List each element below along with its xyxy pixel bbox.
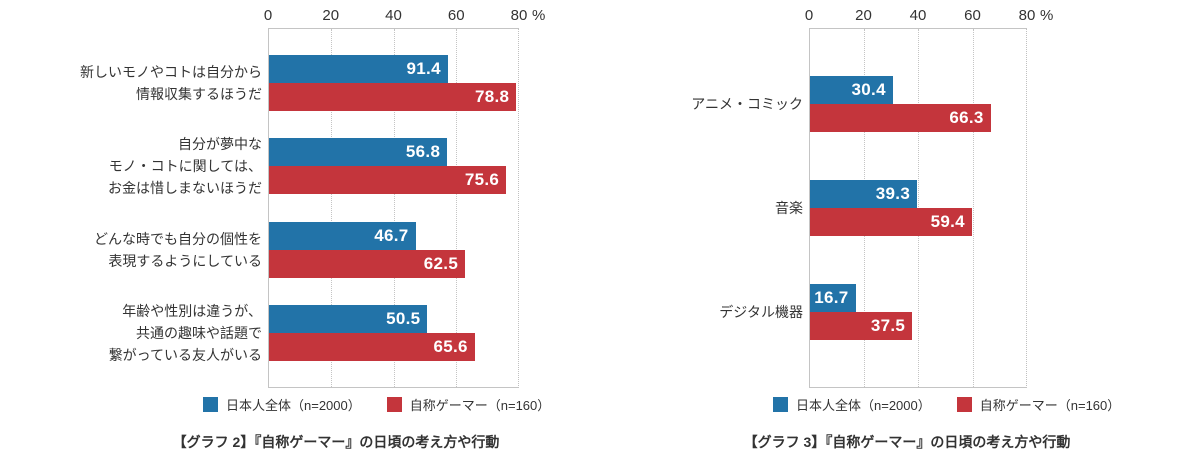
self-gamer-bar: 75.6 <box>269 166 507 195</box>
category-label-line: お金は惜しまないほうだ <box>108 180 262 197</box>
bar-value-label: 50.5 <box>386 308 421 328</box>
bar-value-label: 37.5 <box>870 316 906 335</box>
axis-unit-label: % <box>532 7 546 24</box>
gridline <box>393 29 395 387</box>
category-label-line: 表現するようにしている <box>108 252 262 269</box>
legend-label: 日本人全体（n=2000） <box>796 398 931 413</box>
japan-total-bar: 30.4 <box>810 76 893 104</box>
self-gamer-bar: 65.6 <box>269 332 475 361</box>
bar-value-label: 78.8 <box>474 87 510 107</box>
bar-value-label: 46.7 <box>374 225 409 245</box>
category-label-line: 共通の趣味や話題で <box>136 324 262 341</box>
bar-value-label: 56.8 <box>405 142 441 162</box>
bar-value-label: 62.5 <box>423 253 459 273</box>
gridline <box>972 29 974 387</box>
category-label-line: デジタル機器 <box>719 304 803 320</box>
self-gamer-bar: 78.8 <box>269 83 517 112</box>
axis-unit-label: % <box>1040 7 1054 24</box>
category-label-line: 自分が夢中な <box>178 136 262 153</box>
chart-caption: 【グラフ 2】『自称ゲーマー』の日頃の考え方や行動 <box>172 434 500 450</box>
bar-value-label: 65.6 <box>433 336 468 356</box>
gridline <box>330 29 332 387</box>
bar-value-label: 91.4 <box>406 59 441 79</box>
axis-tick-label: 0 <box>804 7 814 24</box>
axis-tick-label: 60 <box>447 7 465 24</box>
japan-total-bar: 91.4 <box>269 55 448 84</box>
axis-tick-label: 80 <box>1018 7 1036 24</box>
bar-value-label: 75.6 <box>464 170 500 190</box>
self-gamer-bar: 37.5 <box>810 312 913 340</box>
self-gamer-legend-swatch-icon <box>956 397 972 412</box>
gridline <box>456 29 458 387</box>
axis-tick-label: 20 <box>855 7 872 24</box>
bar-value-label: 59.4 <box>930 212 965 231</box>
legend-item: 日本人全体（n=2000） <box>773 395 931 414</box>
legend-label: 自称ゲーマー（n=160） <box>979 398 1121 413</box>
self-gamer-bar: 59.4 <box>810 208 972 236</box>
category-label: 新しいモノやコトは自分から情報収集するほうだ <box>40 61 262 105</box>
axis-tick-label: 0 <box>263 7 273 24</box>
japan-total-bar: 16.7 <box>810 284 856 312</box>
axis-tick-label: 40 <box>909 7 927 24</box>
category-label: アニメ・コミック <box>581 93 803 115</box>
category-label: 音楽 <box>581 197 803 219</box>
self-gamer-legend-swatch-icon <box>386 397 402 412</box>
category-label-line: どんな時でも自分の個性を <box>94 230 262 247</box>
legend-item: 自称ゲーマー（n=160） <box>956 395 1121 414</box>
legend-item: 自称ゲーマー（n=160） <box>386 395 551 414</box>
self-gamer-bar: 62.5 <box>269 249 466 278</box>
category-label: デジタル機器 <box>581 301 803 323</box>
category-label-line: 年齢や性別は違うが、 <box>122 302 262 319</box>
chart-caption: 【グラフ 3】『自称ゲーマー』の日頃の考え方や行動 <box>743 434 1071 450</box>
legend: 日本人全体（n=2000） 自称ゲーマー（n=160） <box>203 395 550 414</box>
plot-area <box>268 28 519 388</box>
category-label: どんな時でも自分の個性を表現するようにしている <box>40 228 262 272</box>
japan-total-legend-swatch-icon <box>203 397 218 412</box>
self-gamer-bar: 66.3 <box>810 104 991 132</box>
bar-value-label: 66.3 <box>949 108 984 127</box>
category-label-line: 音楽 <box>775 200 803 216</box>
axis-tick-label: 40 <box>385 7 402 24</box>
category-label: 自分が夢中なモノ・コトに関しては、 お金は惜しまないほうだ <box>40 133 262 199</box>
axis-tick-label: 80 <box>510 7 528 24</box>
japan-total-legend-swatch-icon <box>773 397 788 412</box>
category-label-line: 情報収集するほうだ <box>136 86 262 103</box>
japan-total-bar: 46.7 <box>269 221 416 250</box>
legend-label: 自称ゲーマー（n=160） <box>409 398 551 413</box>
legend-label: 日本人全体（n=2000） <box>226 398 361 413</box>
bar-value-label: 39.3 <box>875 184 911 203</box>
category-label-line: アニメ・コミック <box>691 96 803 112</box>
bar-value-label: 16.7 <box>814 288 849 307</box>
legend-item: 日本人全体（n=2000） <box>203 395 361 414</box>
category-label-line: 繋がっている友人がいる <box>108 346 262 363</box>
category-label-line: モノ・コトに関しては、 <box>108 158 262 175</box>
category-label-line: 新しいモノやコトは自分から <box>80 64 262 81</box>
legend: 日本人全体（n=2000） 自称ゲーマー（n=160） <box>773 395 1120 414</box>
axis-tick-label: 20 <box>322 7 340 24</box>
japan-total-bar: 39.3 <box>810 180 918 208</box>
axis-tick-label: 60 <box>964 7 981 24</box>
japan-total-bar: 50.5 <box>269 304 428 333</box>
bar-value-label: 30.4 <box>851 80 886 99</box>
japan-total-bar: 56.8 <box>269 138 448 167</box>
category-label: 年齢や性別は違うが、共通の趣味や話題で繋がっている友人がいる <box>40 300 262 366</box>
